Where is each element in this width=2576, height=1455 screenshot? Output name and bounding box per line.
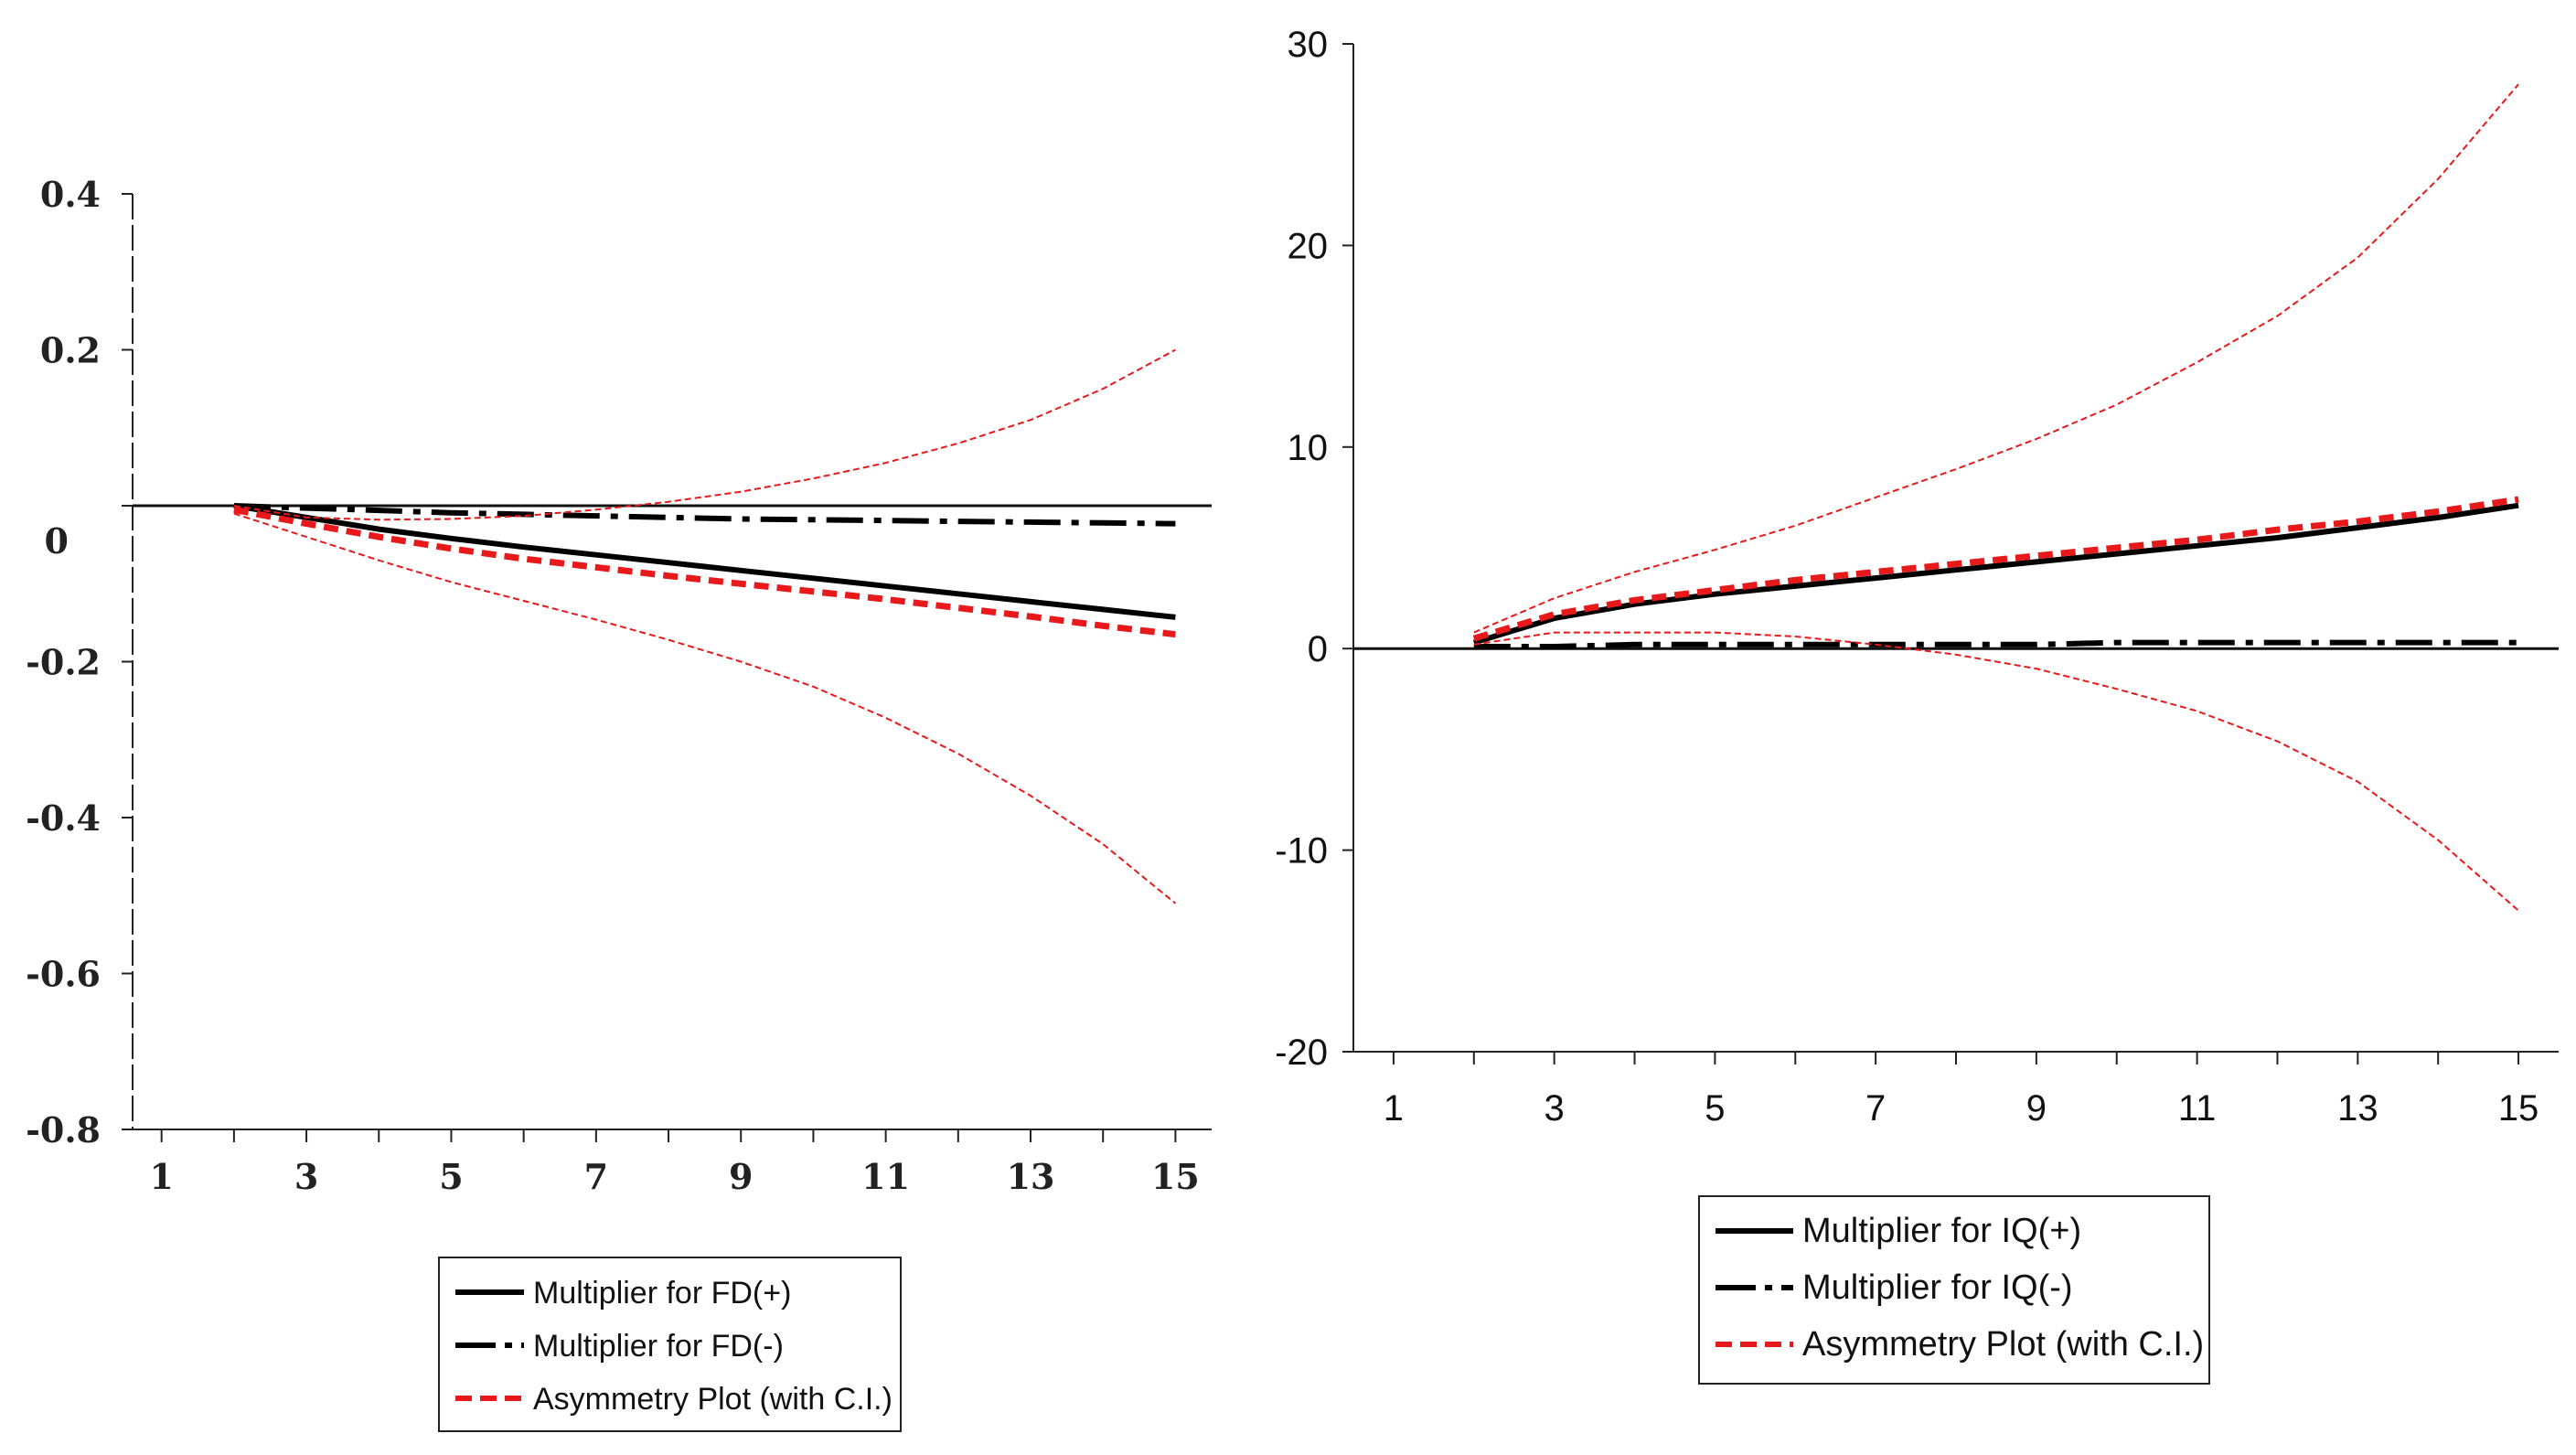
right-series-asymmetry-plot-with-c-i — [1472, 496, 2519, 642]
left-x-tick-label: 13 — [1007, 1156, 1055, 1197]
left-y-tick-label: -0.2 — [26, 642, 101, 683]
left-y-tick-label: 0 — [45, 520, 69, 562]
left-series-multiplier-for-fd — [233, 503, 1176, 527]
left-x-tick-label: 5 — [439, 1156, 463, 1197]
right-x-tick-label: 15 — [2498, 1088, 2539, 1129]
right-series-lower-c-i — [1473, 631, 2519, 912]
left-series-asymmetry-plot-with-c-i — [233, 506, 1176, 638]
right-x-tick-label: 5 — [1705, 1088, 1725, 1129]
right-y-tick-label: 0 — [1308, 629, 1328, 669]
right-x-tick-label: 3 — [1545, 1088, 1565, 1129]
right-y-tick-label: -20 — [1275, 1032, 1328, 1073]
left-series-multiplier-for-fd — [233, 503, 1176, 620]
right-legend-label: Asymmetry Plot (with C.I.) — [1802, 1325, 2204, 1364]
right-x-tick-label: 7 — [1865, 1088, 1886, 1129]
left-legend-label: Multiplier for FD(+) — [533, 1276, 791, 1311]
right-y-tick-label: 20 — [1288, 226, 1329, 266]
left-y-tick-label: 0.4 — [40, 174, 101, 215]
left-legend-label: Multiplier for FD(-) — [533, 1329, 784, 1364]
left-y-tick-label: 0.2 — [40, 330, 101, 371]
right-y-tick-label: -10 — [1275, 831, 1328, 872]
left-x-tick-label: 1 — [149, 1156, 173, 1197]
left-x-tick-label: 11 — [861, 1156, 910, 1197]
right-series-multiplier-for-iq — [1473, 639, 2519, 649]
left-x-tick-label: 15 — [1151, 1156, 1200, 1197]
right-series-multiplier-for-iq — [1472, 502, 2519, 646]
right-x-tick-label: 9 — [2026, 1088, 2047, 1129]
right-legend-label: Multiplier for IQ(+) — [1802, 1212, 2081, 1250]
right-x-tick-label: 11 — [2178, 1088, 2217, 1129]
left-legend-box — [438, 1257, 902, 1432]
left-legend-label: Asymmetry Plot (with C.I.) — [533, 1382, 893, 1417]
left-x-tick-label: 9 — [729, 1156, 753, 1197]
right-legend-label: Multiplier for IQ(-) — [1802, 1268, 2073, 1307]
right-x-tick-label: 13 — [2337, 1088, 2378, 1129]
right-y-tick-label: 10 — [1288, 428, 1329, 468]
right-y-tick-label: 30 — [1288, 25, 1329, 65]
left-x-tick-label: 3 — [294, 1156, 318, 1197]
left-series-upper-c-i — [233, 348, 1176, 521]
left-y-tick-label: -0.8 — [26, 1109, 101, 1150]
chart-left: 0.40.20-0.2-0.4-0.6-0.81 3 5 7 9 11 13 15Multip… — [26, 174, 1212, 1432]
right-series-upper-c-i — [1473, 83, 2519, 634]
left-y-tick-label: -0.4 — [26, 797, 101, 839]
left-x-tick-label: 7 — [584, 1156, 608, 1197]
right-x-tick-label: 1 — [1384, 1088, 1404, 1129]
left-y-tick-label: -0.6 — [26, 954, 101, 995]
left-series-lower-c-i — [233, 512, 1177, 904]
